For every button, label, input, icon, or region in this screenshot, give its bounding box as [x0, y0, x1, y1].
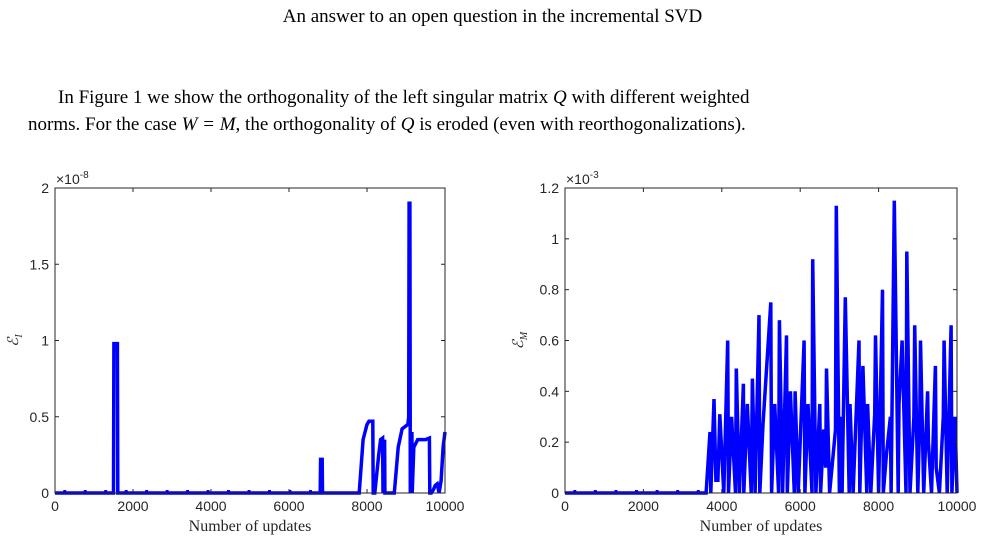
y-tick-label: 0.2	[540, 434, 560, 450]
y-axis-label-main: ℰ	[511, 338, 527, 349]
baseline-point	[206, 490, 210, 493]
y-tick-label: 2	[41, 180, 49, 196]
baseline-point	[593, 490, 597, 493]
baseline-point	[573, 490, 577, 493]
x-tick-label: 2000	[628, 498, 659, 514]
baseline-point	[696, 490, 700, 493]
baseline-point	[614, 490, 618, 493]
y-tick-label: 1.5	[30, 256, 50, 272]
x-tick-label: 4000	[706, 498, 737, 514]
chart-right-orthogonality-M: 0 2000 4000 6000 8000 10000 0 0.2 0.4 0.6 0.8 1 1.2 ×…	[511, 170, 977, 535]
x-tick-label: 8000	[351, 498, 382, 514]
x-axis-label: Number of updates	[700, 518, 823, 535]
series-line-0	[565, 200, 959, 495]
paragraph-line-2: norms. For the case W = M, the orthogona…	[28, 114, 746, 135]
y-exponent-power: -8	[80, 170, 89, 181]
paragraph-text-2a: norms. For the case	[28, 114, 182, 135]
x-tick-label: 0	[51, 498, 59, 514]
y-axis-label: ℰI	[6, 334, 25, 347]
baseline-point	[268, 490, 271, 493]
matrix-var-q: Q	[552, 87, 567, 108]
page-header-title: An answer to an open question in the inc…	[282, 6, 703, 27]
paragraph-text-2c: is eroded (even with reorthogonalization…	[414, 114, 746, 135]
baseline-point	[145, 490, 149, 493]
paragraph-text-1b: with different weighted	[566, 87, 750, 108]
baseline-point	[635, 490, 639, 493]
y-exponent-label: ×10-3	[566, 170, 599, 187]
y-tick-label: 0	[41, 485, 49, 501]
baseline-point	[63, 490, 67, 493]
y-tick-label: 0	[551, 485, 559, 501]
baseline-point	[308, 490, 312, 493]
baseline-point	[247, 490, 251, 493]
y-axis-label-sub: I	[14, 334, 25, 339]
x-tick-label: 10000	[938, 498, 977, 514]
x-tick-label: 2000	[117, 498, 148, 514]
baseline-point	[104, 490, 108, 493]
x-tick-label: 6000	[785, 498, 816, 514]
y-tick-label: 1	[41, 333, 49, 349]
y-axis-label: ℰM	[511, 331, 530, 349]
y-tick-label: 0.4	[540, 383, 560, 399]
y-axis-label-sub: M	[519, 331, 530, 341]
x-tick-label: 4000	[195, 498, 226, 514]
paragraph-text-1a: In Figure 1 we show the orthogonality of…	[58, 87, 553, 108]
baseline-point	[227, 490, 231, 493]
y-tick-label: 0.5	[30, 409, 50, 425]
y-tick-label: 1	[551, 231, 559, 247]
chart-left-orthogonality-I: 0 2000 4000 6000 8000 10000 0 0.5 1 1.5 2 ×10-8 Numb…	[6, 170, 465, 535]
body-paragraph: In Figure 1 we show the orthogonality of…	[28, 84, 958, 138]
y-tick-label: 0.8	[540, 282, 560, 298]
y-axis-label-main: ℰ	[6, 336, 22, 347]
x-tick-label: 0	[561, 498, 569, 514]
matrix-var-q-2: Q	[400, 114, 415, 135]
baseline-point	[655, 490, 659, 493]
x-axis-label: Number of updates	[189, 518, 312, 535]
baseline-point	[288, 490, 292, 493]
equation-w-equals-m: W = M	[181, 114, 236, 135]
series-line-0	[55, 201, 447, 495]
paragraph-text-2b: , the orthogonality of	[235, 114, 401, 135]
x-tick-label: 6000	[273, 498, 304, 514]
baseline-point	[83, 490, 87, 493]
y-tick-label: 0.6	[540, 333, 560, 349]
baseline-point	[186, 490, 190, 493]
baseline-point	[165, 490, 169, 493]
y-exponent-power: -3	[590, 170, 599, 181]
paragraph-line-1: In Figure 1 we show the orthogonality of…	[28, 84, 958, 111]
x-tick-label: 8000	[863, 498, 894, 514]
y-tick-label: 1.2	[540, 180, 560, 196]
x-tick-label: 10000	[426, 498, 465, 514]
baseline-point	[676, 490, 680, 493]
y-exponent-label: ×10-8	[56, 170, 89, 187]
baseline-point	[124, 490, 128, 493]
